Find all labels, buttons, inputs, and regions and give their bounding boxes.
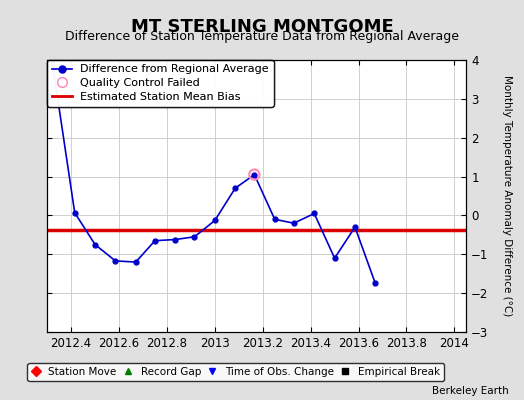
Legend: Difference from Regional Average, Quality Control Failed, Estimated Station Mean: Difference from Regional Average, Qualit…: [47, 60, 274, 107]
Point: [250, 172, 258, 178]
Legend: Station Move, Record Gap, Time of Obs. Change, Empirical Break: Station Move, Record Gap, Time of Obs. C…: [27, 363, 444, 381]
Text: Difference of Station Temperature Data from Regional Average: Difference of Station Temperature Data f…: [65, 30, 459, 43]
Text: MT STERLING MONTGOME: MT STERLING MONTGOME: [130, 18, 394, 36]
Text: Berkeley Earth: Berkeley Earth: [432, 386, 508, 396]
Y-axis label: Monthly Temperature Anomaly Difference (°C): Monthly Temperature Anomaly Difference (…: [503, 75, 512, 317]
